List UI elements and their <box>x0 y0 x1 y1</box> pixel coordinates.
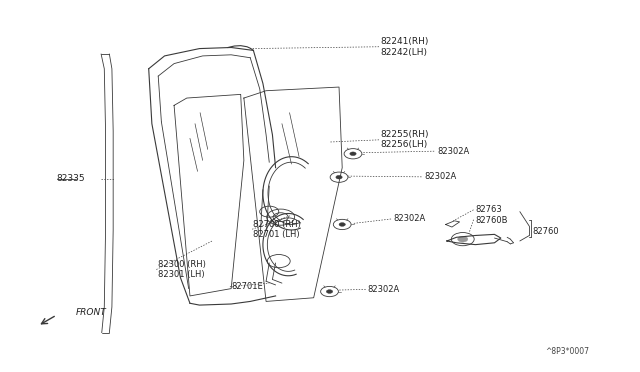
Text: 82701E: 82701E <box>231 282 263 291</box>
Text: 82760: 82760 <box>532 227 559 236</box>
Text: 82302A: 82302A <box>367 285 400 294</box>
Text: 82242(LH): 82242(LH) <box>380 48 428 57</box>
Text: 82256(LH): 82256(LH) <box>380 141 428 150</box>
Text: 82255(RH): 82255(RH) <box>380 130 429 139</box>
Circle shape <box>458 236 468 242</box>
Text: ^8P3*0007: ^8P3*0007 <box>545 347 589 356</box>
Circle shape <box>339 223 346 226</box>
Text: FRONT: FRONT <box>76 308 106 317</box>
Text: 82760B: 82760B <box>476 216 508 225</box>
Text: 82700 (RH): 82700 (RH) <box>253 220 301 229</box>
Text: 82300 (RH): 82300 (RH) <box>158 260 206 269</box>
Text: 82302A: 82302A <box>437 147 470 156</box>
Circle shape <box>336 175 342 179</box>
Text: 82302A: 82302A <box>393 215 425 224</box>
Text: 82241(RH): 82241(RH) <box>380 37 429 46</box>
Circle shape <box>326 290 333 294</box>
Text: 82335: 82335 <box>57 174 85 183</box>
Circle shape <box>350 152 356 155</box>
Text: 82701 (LH): 82701 (LH) <box>253 230 300 239</box>
Text: 82763: 82763 <box>476 205 502 214</box>
Text: 82302A: 82302A <box>425 172 457 181</box>
Text: 82301 (LH): 82301 (LH) <box>158 270 205 279</box>
